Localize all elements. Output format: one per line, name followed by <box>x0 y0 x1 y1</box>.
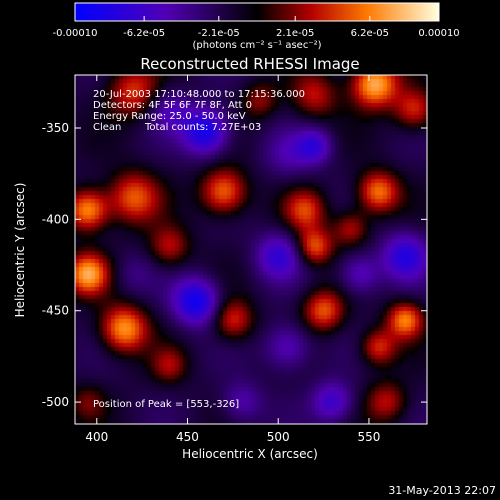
annotation-total-counts: Total counts: 7.27E+03 <box>144 122 261 133</box>
y-tick-label: -350 <box>42 121 69 135</box>
annotation-peak-position: Position of Peak = [553,-326] <box>93 399 239 410</box>
annotation-algorithm: Clean <box>93 122 121 133</box>
annotation-energy-range: Energy Range: 25.0 - 50.0 keV <box>93 111 246 122</box>
chart-title: Reconstructed RHESSI Image <box>140 55 359 73</box>
y-tick-label: -500 <box>42 395 69 409</box>
annotation-detectors: Detectors: 4F 5F 6F 7F 8F, Att 0 <box>93 100 252 111</box>
x-tick-label: 450 <box>176 430 199 444</box>
colorbar-unit-label: (photons cm⁻² s⁻¹ asec⁻²) <box>192 40 321 51</box>
colorbar-tick-label: -0.00010 <box>53 28 98 39</box>
x-tick-label: 500 <box>267 430 290 444</box>
heatmap-canvas <box>75 75 427 424</box>
x-tick-label: 400 <box>85 430 108 444</box>
colorbar-tick-label: -6.2e-05 <box>123 28 165 39</box>
y-tick-label: -400 <box>42 212 69 226</box>
y-tick-label: -450 <box>42 304 69 318</box>
x-tick-label: 550 <box>357 430 380 444</box>
colorbar-tick-label: 6.2e-05 <box>351 28 389 39</box>
annotation-time-range: 20-Jul-2003 17:10:48.000 to 17:15:36.000 <box>93 89 305 100</box>
colorbar-ticks: -0.00010 -6.2e-05 -2.1e-05 2.1e-05 6.2e-05 0.… <box>53 16 460 39</box>
axis-ticks: 400 450 500 550 -350 -400 -450 -500 <box>42 75 427 444</box>
colorbar <box>74 2 440 22</box>
x-axis-label: Heliocentric X (arcsec) <box>182 447 318 461</box>
colorbar-tick-label: -2.1e-05 <box>198 28 240 39</box>
colorbar-tick-label: 0.00010 <box>418 28 459 39</box>
colorbar-tick-label: 2.1e-05 <box>276 28 314 39</box>
plot-frame <box>74 74 428 425</box>
footer-timestamp: 31-May-2013 22:07 <box>388 484 496 497</box>
y-axis-label: Heliocentric Y (arcsec) <box>13 183 27 318</box>
